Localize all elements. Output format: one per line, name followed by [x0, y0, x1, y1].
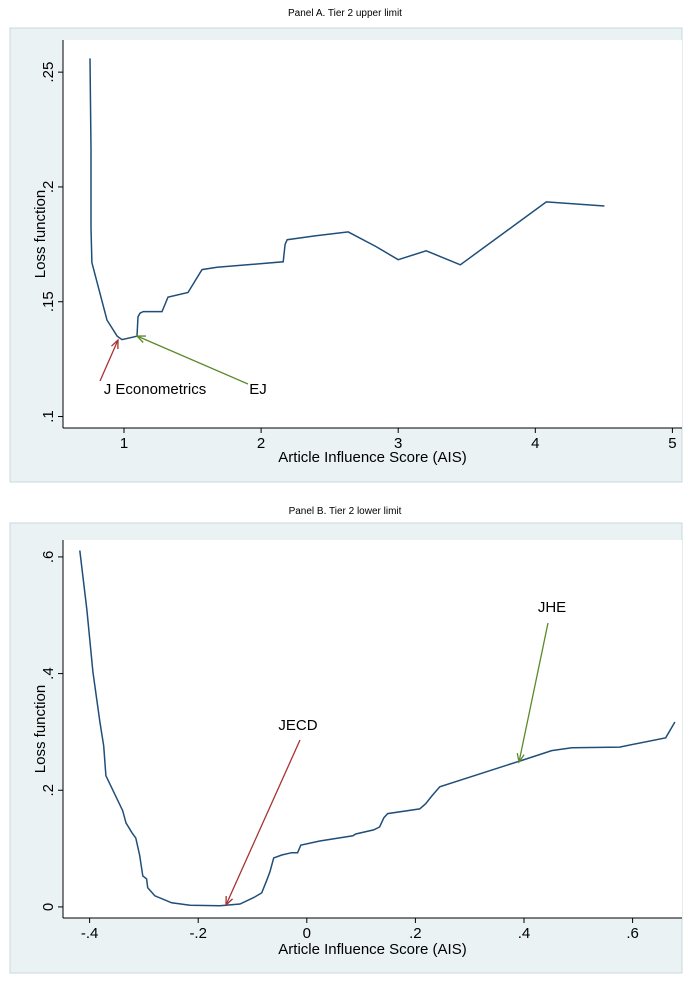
plot-area [63, 540, 682, 918]
annotation: JECD [278, 717, 317, 734]
x-tick-label: 4 [531, 435, 539, 452]
x-tick-label: 1 [120, 435, 128, 452]
line [89, 58, 605, 341]
arrow-head [111, 338, 119, 350]
arrow [225, 739, 301, 906]
x-tick-label: 3 [394, 435, 402, 452]
x-tick-label: .2 [409, 925, 422, 942]
line [79, 550, 676, 907]
x-tick-label: .6 [626, 925, 639, 942]
arrow-head [135, 335, 147, 343]
x-tick-label: 5 [668, 435, 676, 452]
annotation: J Econometrics [104, 381, 207, 398]
y-tick-label: .1 [40, 410, 57, 423]
y-tick-label: .25 [40, 62, 57, 83]
y-tick-label: 0 [40, 903, 57, 911]
x-axis-title: Article Influence Score (AIS) [278, 449, 466, 466]
arrow [136, 335, 249, 385]
y-axis-title: Loss function [32, 190, 49, 278]
x-tick-label: 2 [257, 435, 265, 452]
arrow [99, 339, 119, 382]
plot-area [63, 40, 682, 428]
x-axis-title: Article Influence Score (AIS) [278, 941, 466, 958]
y-tick-label: .2 [40, 181, 57, 194]
y-tick-label: .6 [40, 551, 57, 564]
y-axis-title: Loss function [32, 685, 49, 773]
y-tick-label: .2 [40, 784, 57, 797]
x-tick-label: 0 [303, 925, 311, 942]
arrow-head [225, 895, 234, 907]
chart-title: Panel B. Tier 2 lower limit [289, 506, 402, 517]
chart-title: Panel A. Tier 2 upper limit [288, 8, 402, 19]
annotation: JHE [538, 599, 566, 616]
y-tick-label: .4 [40, 667, 57, 680]
x-tick-label: -.4 [81, 925, 99, 942]
x-tick-label: .4 [518, 925, 531, 942]
x-tick-label: -.2 [189, 925, 207, 942]
annotation: EJ [249, 381, 267, 398]
arrow-head [516, 753, 525, 764]
y-tick-label: .15 [40, 291, 57, 312]
arrow [518, 622, 549, 763]
